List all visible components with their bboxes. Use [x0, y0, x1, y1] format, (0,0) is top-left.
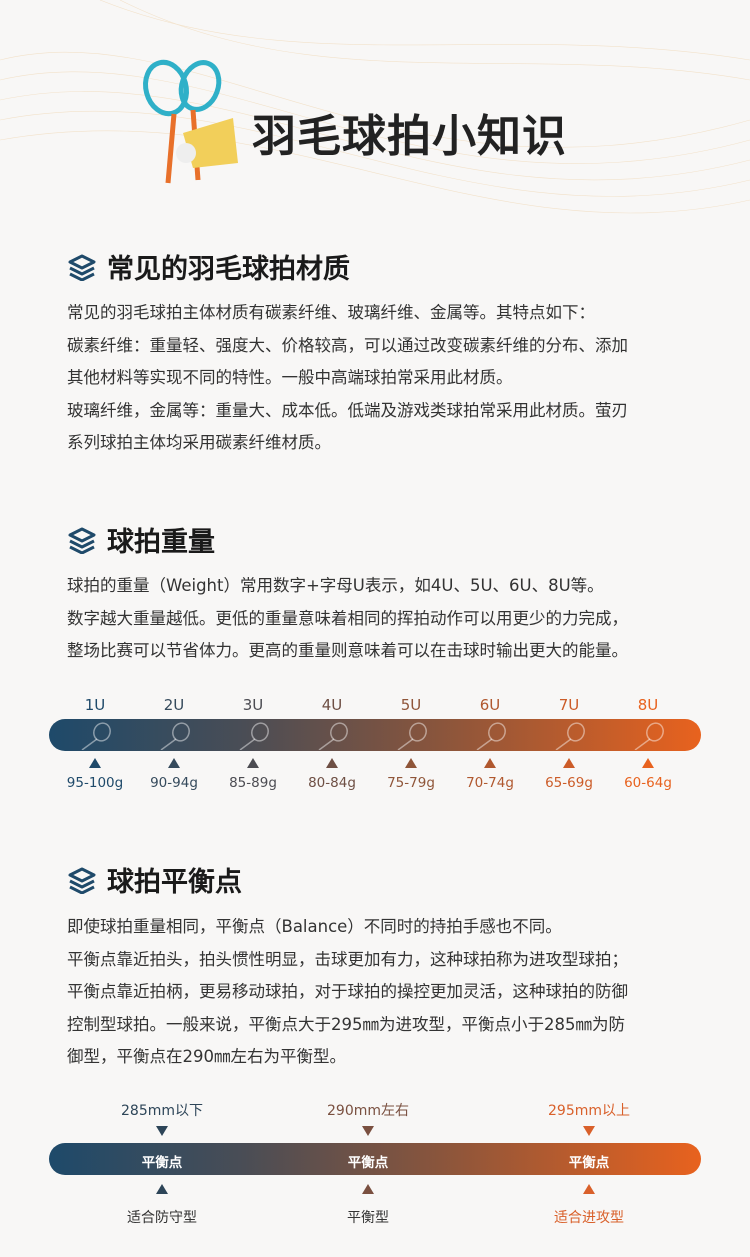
weight-unit-label: 6U: [479, 696, 501, 714]
weight-range-label: 70-74g: [466, 775, 514, 791]
balance-point-label: 平衡点: [141, 1155, 183, 1171]
racket-icon: [473, 722, 507, 754]
balance-gradient-bar: [49, 1143, 701, 1175]
section-heading: 常见的羽毛球拍材质: [67, 247, 350, 286]
triangle-up-icon: [156, 1184, 168, 1194]
section-paragraph: 球拍的重量（Weight）常用数字+字母U表示，如4U、5U、6U、8U等。数字…: [67, 570, 717, 668]
paragraph-line: 控制型球拍。一般来说，平衡点大于295㎜为进攻型，平衡点小于285㎜为防: [67, 1014, 625, 1034]
triangle-up-icon: [89, 758, 101, 768]
paragraph-line: 平衡点靠近拍柄，更易移动球拍，对于球拍的操控更加灵活，这种球拍的防御: [67, 982, 628, 1002]
balance-type-label: 适合防守型: [127, 1210, 197, 1226]
paragraph-line: 平衡点靠近拍头，拍头惯性明显，击球更加有力，这种球拍称为进攻型球拍；: [67, 949, 628, 969]
balance-type-label: 平衡型: [347, 1210, 389, 1226]
weight-unit-label: 5U: [400, 696, 422, 714]
triangle-up-icon: [326, 758, 338, 768]
section-paragraph: 常见的羽毛球拍主体材质有碳素纤维、玻璃纤维、金属等。其特点如下： 碳素纤维：重量轻…: [67, 297, 717, 460]
racket-icon: [552, 722, 586, 754]
paragraph-line: 数字越大重量越低。更低的重量意味着相同的挥拍动作可以用更少的力完成，: [67, 608, 628, 628]
page-title: 羽毛球拍小知识: [252, 111, 567, 162]
weight-range-label: 85-89g: [229, 775, 277, 791]
section-heading-text: 球拍重量: [107, 527, 215, 558]
triangle-down-icon: [156, 1126, 168, 1136]
layers-icon: [68, 867, 96, 894]
weight-range-label: 75-79g: [387, 775, 435, 791]
balance-range-label: 285mm以下: [121, 1103, 203, 1119]
weight-unit-label: 3U: [242, 696, 264, 714]
paragraph-line: 即使球拍重量相同，平衡点（Balance）不同时的持拍手感也不同。: [67, 917, 562, 936]
triangle-up-icon: [563, 758, 575, 768]
paragraph-line: 玻璃纤维，金属等：重量大、成本低。低端及游戏类球拍常采用此材质。萤刃: [67, 400, 628, 420]
triangle-up-icon: [642, 758, 654, 768]
racket-icon: [78, 722, 112, 754]
weight-unit-label: 2U: [163, 696, 185, 714]
paragraph-line: 球拍的重量（Weight）常用数字+字母U表示，如4U、5U、6U、8U等。: [67, 576, 604, 595]
background-wave-pattern: [0, 0, 750, 214]
weight-unit-label: 1U: [84, 696, 106, 714]
racket-icon: [157, 722, 191, 754]
weight-unit-label: 8U: [637, 696, 659, 714]
weight-range-label: 90-94g: [150, 775, 198, 791]
paragraph-line: 整场比赛可以节省体力。更高的重量则意味着可以在击球时输出更大的能量。: [67, 641, 628, 661]
weight-gradient-bar: [49, 719, 701, 751]
section-heading-text: 常见的羽毛球拍材质: [107, 254, 350, 285]
racket-icon: [236, 722, 270, 754]
racket-icon: [315, 722, 349, 754]
triangle-up-icon: [405, 758, 417, 768]
balance-point-label: 平衡点: [568, 1155, 610, 1171]
paragraph-line: 常见的羽毛球拍主体材质有碳素纤维、玻璃纤维、金属等。其特点如下：: [67, 303, 595, 322]
triangle-down-icon: [362, 1126, 374, 1136]
racket-icon: [394, 722, 428, 754]
section-heading-text: 球拍平衡点: [107, 867, 242, 898]
triangle-down-icon: [583, 1126, 595, 1136]
section-heading: 球拍平衡点: [67, 860, 242, 899]
weight-unit-label: 4U: [321, 696, 343, 714]
paragraph-line: 碳素纤维：重量轻、强度大、价格较高，可以通过改变碳素纤维的分布、添加: [67, 335, 628, 355]
triangle-up-icon: [168, 758, 180, 768]
badminton-racket-shuttlecock-icon: [143, 59, 238, 184]
weight-range-label: 60-64g: [624, 775, 672, 791]
weight-range-label: 65-69g: [545, 775, 593, 791]
balance-range-label: 290mm左右: [327, 1103, 409, 1119]
weight-unit-label: 7U: [558, 696, 580, 714]
paragraph-line: 御型，平衡点在290㎜左右为平衡型。: [67, 1047, 346, 1067]
balance-point-label: 平衡点: [347, 1155, 389, 1171]
balance-type-label: 适合进攻型: [554, 1210, 624, 1226]
paragraph-line: 其他材料等实现不同的特性。一般中高端球拍常采用此材质。: [67, 368, 513, 388]
layers-icon: [68, 254, 96, 281]
section-paragraph: 即使球拍重量相同，平衡点（Balance）不同时的持拍手感也不同。平衡点靠近拍头…: [67, 911, 717, 1074]
weight-range-label: 95-100g: [66, 775, 124, 791]
triangle-up-icon: [583, 1184, 595, 1194]
triangle-up-icon: [362, 1184, 374, 1194]
triangle-up-icon: [484, 758, 496, 768]
layers-icon: [68, 527, 96, 554]
triangle-up-icon: [247, 758, 259, 768]
weight-range-label: 80-84g: [308, 775, 356, 791]
paragraph-line: 系列球拍主体均采用碳素纤维材质。: [67, 433, 331, 453]
racket-icon: [631, 722, 665, 754]
section-heading: 球拍重量: [67, 520, 215, 559]
balance-range-label: 295mm以上: [548, 1103, 630, 1119]
